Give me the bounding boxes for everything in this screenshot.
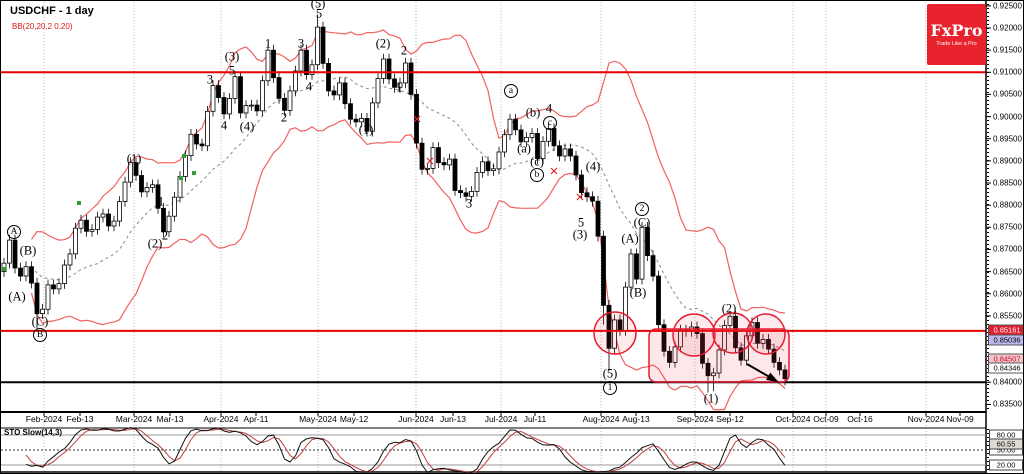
price-axis-label: 0.88500 bbox=[993, 178, 1022, 188]
time-axis-label: Oct-2024 bbox=[775, 414, 811, 424]
wave-label: (1) bbox=[126, 151, 142, 166]
time-axis-label: Sep-2024 bbox=[676, 414, 714, 424]
wave-label: 3 bbox=[465, 196, 473, 211]
time-axis-label: Mar-2024 bbox=[115, 414, 153, 424]
time-axis-label: Apr-2024 bbox=[203, 414, 239, 424]
time-axis-label: Feb-2024 bbox=[25, 414, 63, 424]
wave-label: 2 bbox=[161, 228, 169, 243]
wave-label: (5) bbox=[310, 0, 326, 11]
bollinger-indicator-label: BB(20,20,2 0.20) bbox=[12, 22, 73, 31]
price-axis-label: 0.92000 bbox=[993, 23, 1022, 33]
sto-level-label: 20.00 bbox=[989, 459, 1023, 471]
price-axis-label: 0.86500 bbox=[993, 267, 1022, 277]
price-axis-label: 0.91000 bbox=[993, 67, 1022, 77]
wave-label: (B) bbox=[629, 285, 647, 300]
time-axis-label: Jun-2024 bbox=[398, 414, 434, 424]
wave-label: 3 bbox=[297, 36, 305, 51]
price-axis-label: 0.89000 bbox=[993, 156, 1022, 166]
time-axis-label: Apr-11 bbox=[243, 414, 269, 424]
price-axis-label: 0.86000 bbox=[993, 289, 1022, 299]
time-axis-label: Nov-2024 bbox=[907, 414, 945, 424]
price-axis-minor-ticks bbox=[987, 4, 989, 410]
price-axis-label: 0.83500 bbox=[993, 399, 1022, 409]
wave-label: a bbox=[504, 84, 518, 98]
wave-label: (C) bbox=[31, 314, 49, 329]
wave-label: b bbox=[530, 168, 544, 182]
wave-label: (2) bbox=[375, 36, 391, 51]
price-axis-label: 0.84000 bbox=[993, 377, 1022, 387]
time-axis-label: Feb-13 bbox=[66, 414, 94, 424]
wave-label: (3) bbox=[224, 49, 240, 64]
wave-label: 4 bbox=[220, 118, 228, 133]
price-axis-label: 0.85500 bbox=[993, 311, 1022, 321]
wave-label: 2 bbox=[280, 110, 288, 125]
wave-label: 5 bbox=[577, 215, 585, 230]
wave-label: A bbox=[7, 225, 21, 239]
wave-label: 5 bbox=[315, 6, 323, 21]
wave-label: B bbox=[33, 328, 47, 342]
price-level-tag: 0.84346 bbox=[988, 362, 1023, 374]
time-axis-label: Jul-2024 bbox=[484, 414, 518, 424]
fxpro-logo: FxPro Trade Like a Pro bbox=[927, 4, 986, 65]
price-level-tag: 0.85036 bbox=[988, 334, 1023, 346]
price-axis-label: 0.89500 bbox=[993, 134, 1022, 144]
price-axis-label: 0.87000 bbox=[993, 244, 1022, 254]
price-axis-label: 0.90500 bbox=[993, 89, 1022, 99]
wave-label: 2 bbox=[400, 43, 408, 58]
wave-label: 3 bbox=[206, 72, 214, 87]
time-axis-label: Oct-16 bbox=[847, 414, 873, 424]
price-axis-label: 0.92500 bbox=[993, 1, 1022, 11]
wave-label: 4 bbox=[305, 79, 313, 94]
wave-label: (4) bbox=[239, 119, 255, 134]
time-axis-label: Aug-2024 bbox=[582, 414, 620, 424]
wave-label: 1 bbox=[395, 80, 403, 95]
wave-label: (5) bbox=[602, 366, 618, 381]
wave-label: (4) bbox=[585, 159, 601, 174]
price-axis-label: 0.90000 bbox=[993, 112, 1022, 122]
time-axis-label: Aug-13 bbox=[622, 414, 650, 424]
time-axis-label: May-2024 bbox=[299, 414, 337, 424]
fxpro-logo-text: FxPro bbox=[930, 21, 983, 40]
stochastic-indicator-label: STO Slow(14,3) bbox=[4, 428, 63, 437]
wave-label: (a) bbox=[517, 141, 531, 156]
symbol-title: USDCHF - 1 day bbox=[10, 5, 94, 17]
fxpro-logo-tagline: Trade Like a Pro bbox=[936, 41, 977, 47]
wave-label: (B) bbox=[19, 243, 37, 258]
wave-label: 4 bbox=[545, 101, 553, 116]
wave-label: (C) bbox=[633, 215, 651, 230]
time-axis-label: Jul-11 bbox=[523, 414, 547, 424]
time-axis-label: Sep-12 bbox=[716, 414, 744, 424]
wave-label: (1) bbox=[703, 391, 719, 406]
wave-label: (A) bbox=[8, 289, 26, 304]
wave-label: 5 bbox=[228, 63, 236, 78]
wave-label: (3) bbox=[572, 227, 588, 242]
wave-label: (1) bbox=[358, 122, 374, 137]
wave-label: (2) bbox=[147, 236, 163, 251]
sto-current-value: 60.55 bbox=[989, 438, 1023, 450]
price-axis-label: 0.87500 bbox=[993, 222, 1022, 232]
wave-label: (2) bbox=[721, 301, 737, 316]
sto-axis-minor-ticks bbox=[987, 429, 989, 471]
time-axis-label: Oct-09 bbox=[813, 414, 839, 424]
wave-label: (b) bbox=[525, 105, 541, 120]
wave-label: c bbox=[543, 116, 557, 130]
price-axis-label: 0.88000 bbox=[993, 200, 1022, 210]
time-axis-label: Mar-13 bbox=[156, 414, 184, 424]
time-axis-label: May-12 bbox=[339, 414, 369, 424]
time-axis-label: Jun-13 bbox=[440, 414, 466, 424]
wave-label: 1 bbox=[264, 36, 272, 51]
price-axis-label: 0.91500 bbox=[993, 45, 1022, 55]
wave-label: (c) bbox=[530, 154, 544, 169]
wave-label: 1 bbox=[603, 381, 617, 395]
wave-label: (A) bbox=[621, 231, 639, 246]
wave-label: 1 bbox=[157, 194, 165, 209]
wave-label: 2 bbox=[635, 202, 649, 216]
time-axis-label: Nov-09 bbox=[946, 414, 974, 424]
